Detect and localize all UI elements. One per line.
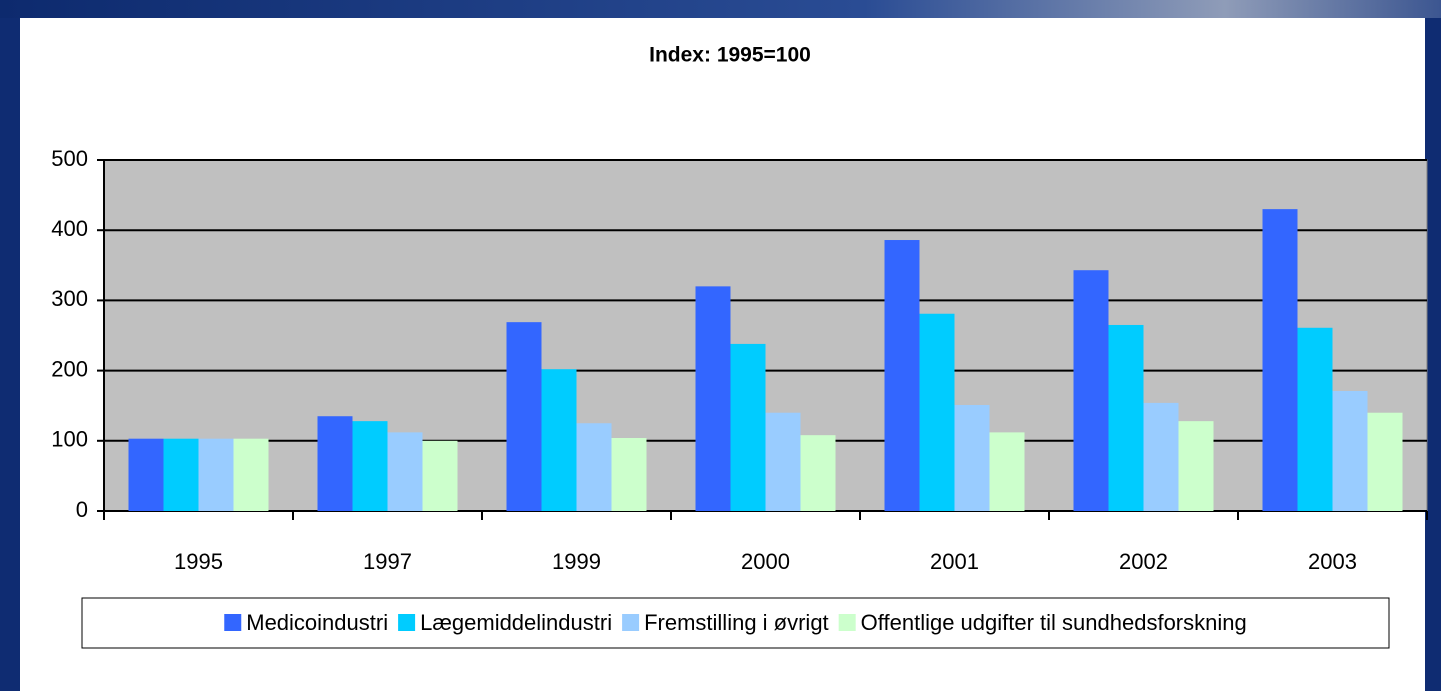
bar — [1332, 390, 1368, 511]
bar — [1178, 421, 1214, 511]
bar — [1143, 402, 1179, 511]
legend-box — [81, 597, 1390, 649]
x-tick-label: 1997 — [363, 549, 412, 574]
bar — [541, 369, 577, 511]
bar — [989, 432, 1025, 511]
legend-label: Offentlige udgifter til sundhedsforsknin… — [861, 610, 1247, 635]
bar — [954, 404, 990, 511]
y-tick-label: 500 — [51, 146, 88, 171]
legend-swatch — [224, 614, 242, 631]
legend-swatch — [622, 614, 640, 631]
frame-top — [0, 0, 1441, 18]
bar — [163, 438, 199, 511]
legend-label: Medicoindustri — [246, 610, 388, 635]
x-tick-label: 2002 — [1119, 549, 1168, 574]
bar — [765, 412, 801, 511]
y-tick-label: 0 — [76, 497, 88, 522]
bar — [387, 432, 423, 511]
legend-swatch — [398, 614, 416, 631]
bar — [730, 343, 766, 511]
y-tick-label: 400 — [51, 216, 88, 241]
bar — [422, 440, 458, 511]
x-tick-label: 2003 — [1308, 549, 1357, 574]
bar — [919, 313, 955, 511]
bar — [233, 438, 269, 511]
bar — [695, 286, 731, 511]
bar — [576, 423, 612, 511]
bar — [128, 438, 164, 511]
y-tick-label: 200 — [51, 356, 88, 381]
x-tick-label: 1999 — [552, 549, 601, 574]
bar — [1108, 324, 1144, 511]
x-tick-label: 2001 — [930, 549, 979, 574]
bar — [198, 438, 234, 511]
bar — [317, 416, 353, 511]
y-tick-label: 100 — [51, 427, 88, 452]
bar — [611, 437, 647, 511]
bar — [1262, 209, 1298, 511]
chart-title: Index: 1995=100 — [649, 44, 811, 67]
bar — [1297, 327, 1333, 511]
bar — [1073, 270, 1109, 511]
y-tick-label: 300 — [51, 286, 88, 311]
x-tick-label: 2000 — [741, 549, 790, 574]
bar — [352, 421, 388, 511]
bar — [884, 240, 920, 511]
bar — [800, 435, 836, 511]
legend-swatch — [838, 614, 856, 631]
bar — [1367, 412, 1403, 511]
legend-label: Fremstilling i øvrigt — [644, 610, 829, 635]
x-tick-label: 1995 — [174, 549, 223, 574]
bar — [506, 322, 542, 511]
legend-label: Lægemiddelindustri — [420, 610, 612, 635]
